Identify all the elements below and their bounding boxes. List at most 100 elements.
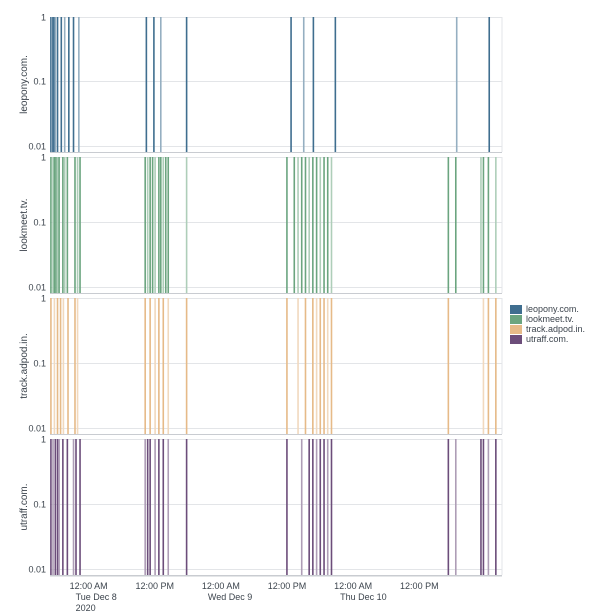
y-tick-label: 0.01 xyxy=(28,424,46,434)
event-bar xyxy=(455,17,458,152)
event-bar xyxy=(62,157,64,293)
event-bar xyxy=(308,439,310,575)
event-bar xyxy=(72,17,75,152)
y-tick-label: 1 xyxy=(41,13,46,23)
event-bar xyxy=(54,17,57,152)
event-bar xyxy=(52,439,54,575)
event-bar xyxy=(315,298,318,434)
event-bar xyxy=(286,157,288,293)
event-bar xyxy=(149,157,151,293)
event-bar xyxy=(51,17,53,152)
event-bar xyxy=(55,157,57,293)
event-bar xyxy=(50,17,52,152)
legend-item: lookmeet.tv. xyxy=(510,314,585,324)
event-bar xyxy=(63,17,66,152)
event-bar xyxy=(74,298,76,434)
event-bar xyxy=(154,439,156,575)
event-bar xyxy=(79,439,81,575)
event-bar xyxy=(319,439,322,575)
event-bar xyxy=(78,17,80,152)
event-bar xyxy=(76,298,79,434)
event-bar xyxy=(185,157,188,293)
event-bar xyxy=(300,157,303,293)
event-bar xyxy=(56,439,59,575)
event-bar xyxy=(160,17,162,152)
event-bar xyxy=(286,439,288,575)
event-bar xyxy=(56,298,59,434)
event-bar xyxy=(290,17,292,152)
panel-1: 1 0.1 0.01 leopony.com. xyxy=(19,13,503,153)
event-bar xyxy=(53,157,56,293)
event-bar xyxy=(53,298,56,434)
event-bar xyxy=(76,157,79,293)
legend-swatch xyxy=(510,324,522,334)
event-bar xyxy=(319,157,322,293)
event-bar xyxy=(149,439,151,575)
event-bar xyxy=(312,439,314,575)
event-bar xyxy=(79,157,81,293)
event-bar xyxy=(167,157,170,293)
event-bar xyxy=(323,298,325,434)
x-tick-label: 12:00 PM xyxy=(400,581,439,591)
event-bar xyxy=(454,439,457,575)
legend-swatch xyxy=(510,334,522,344)
event-bar xyxy=(56,157,59,293)
x-tick-label: 12:00 AM Wed Dec 9 xyxy=(202,581,252,602)
event-bar xyxy=(326,439,329,575)
legend-label: track.adpod.in. xyxy=(526,324,586,334)
event-bar xyxy=(480,157,482,293)
legend-item: track.adpod.in. xyxy=(510,324,585,334)
y-tick-label: 0.1 xyxy=(33,218,46,228)
event-bar xyxy=(72,439,75,575)
event-bar xyxy=(495,298,497,434)
legend: leopony.com. lookmeet.tv. track.adpod.in. u… xyxy=(510,304,585,344)
panel-series-label: utraff.com. xyxy=(19,483,30,530)
event-bar xyxy=(326,298,329,434)
event-bar xyxy=(487,157,490,293)
event-bar xyxy=(151,157,154,293)
y-tick-label: 0.01 xyxy=(28,283,46,293)
event-bar xyxy=(447,298,450,434)
y-tick-label: 0.1 xyxy=(33,359,46,369)
event-bar xyxy=(319,298,322,434)
y-tick-label: 1 xyxy=(41,153,46,163)
event-bar xyxy=(50,298,52,434)
event-bar xyxy=(50,157,52,293)
y-tick-label: 0.01 xyxy=(28,565,46,575)
event-bar xyxy=(315,439,318,575)
event-bar xyxy=(447,439,450,575)
event-bar xyxy=(454,157,457,293)
event-bar xyxy=(145,17,148,152)
event-bar xyxy=(154,157,156,293)
x-tick-label: 12:00 PM xyxy=(135,581,174,591)
x-tick-label: 12:00 AM Thu Dec 10 xyxy=(334,581,387,602)
event-bar xyxy=(144,157,146,293)
event-bar xyxy=(312,298,314,434)
event-bar xyxy=(74,157,76,293)
event-bar xyxy=(297,298,299,434)
event-bar xyxy=(487,298,490,434)
legend-swatch xyxy=(510,314,522,324)
event-bar xyxy=(487,439,490,575)
event-bar xyxy=(330,298,333,434)
event-bar xyxy=(167,298,170,434)
event-bar xyxy=(144,439,146,575)
event-bar xyxy=(146,157,149,293)
event-bar xyxy=(58,157,60,293)
event-bar xyxy=(164,157,167,293)
event-bar xyxy=(52,157,54,293)
event-bar xyxy=(185,298,188,434)
panel-series-label: lookmeet.tv. xyxy=(19,198,30,251)
event-bar xyxy=(144,298,146,434)
y-tick-label: 1 xyxy=(41,435,46,445)
panel-4: 1 0.1 0.01 utraff.com. xyxy=(19,435,503,576)
event-bar xyxy=(153,17,155,152)
y-tick-label: 0.01 xyxy=(28,142,46,152)
event-bar xyxy=(58,439,60,575)
event-bar xyxy=(158,298,160,434)
legend-label: utraff.com. xyxy=(526,334,569,344)
event-bar xyxy=(146,439,149,575)
event-bar xyxy=(312,157,314,293)
event-bar xyxy=(480,439,482,575)
